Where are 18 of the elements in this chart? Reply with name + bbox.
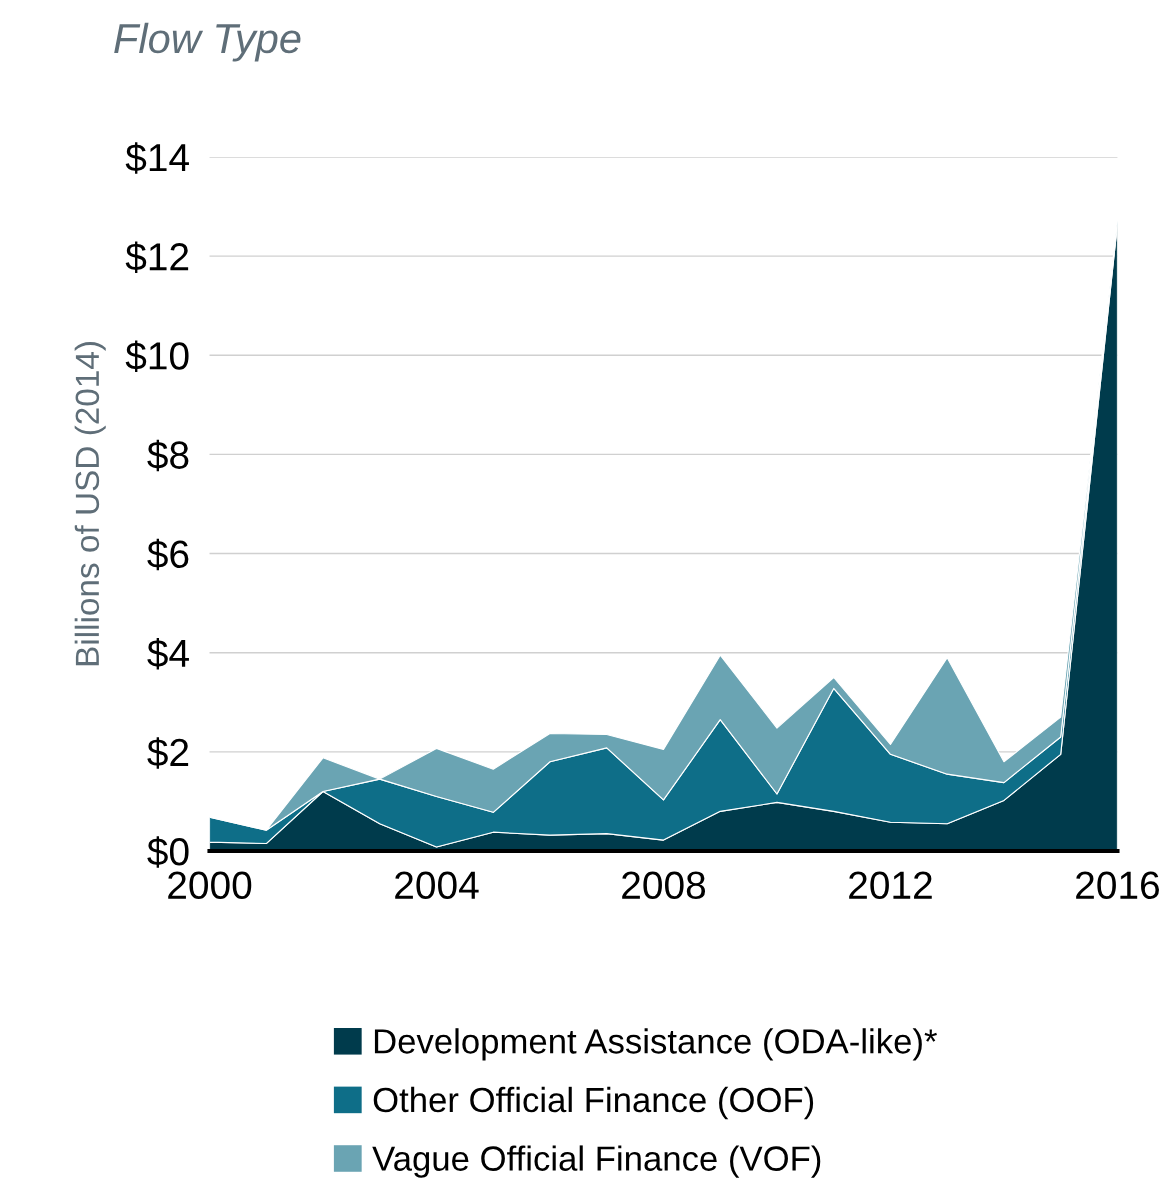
y-tick-label: $6	[147, 538, 189, 571]
y-tick-label: $14	[125, 142, 189, 174]
legend-label: Vague Official Finance (VOF)	[372, 1145, 821, 1178]
y-tick-label: $4	[147, 638, 189, 670]
legend-label: Development Assistance (ODA-like)*	[374, 1028, 937, 1061]
y-axis-title: Billions of USD (2014)	[74, 342, 106, 666]
legend-label: Other Official Finance (OOF)	[373, 1086, 814, 1120]
x-tick-label: 2004	[395, 871, 479, 900]
x-tick-label: 2000	[168, 871, 252, 900]
x-tick-label: 2016	[1076, 871, 1159, 900]
y-tick-label: $0	[147, 836, 189, 868]
y-tick-label: $10	[125, 340, 189, 373]
x-tick-label: 2012	[849, 871, 932, 900]
y-tick-label: $12	[125, 241, 189, 273]
x-tick-label: 2008	[622, 871, 706, 900]
y-tick-label: $2	[147, 737, 189, 769]
chart-title: Flow Type	[114, 22, 301, 62]
y-tick-label: $8	[147, 439, 189, 472]
